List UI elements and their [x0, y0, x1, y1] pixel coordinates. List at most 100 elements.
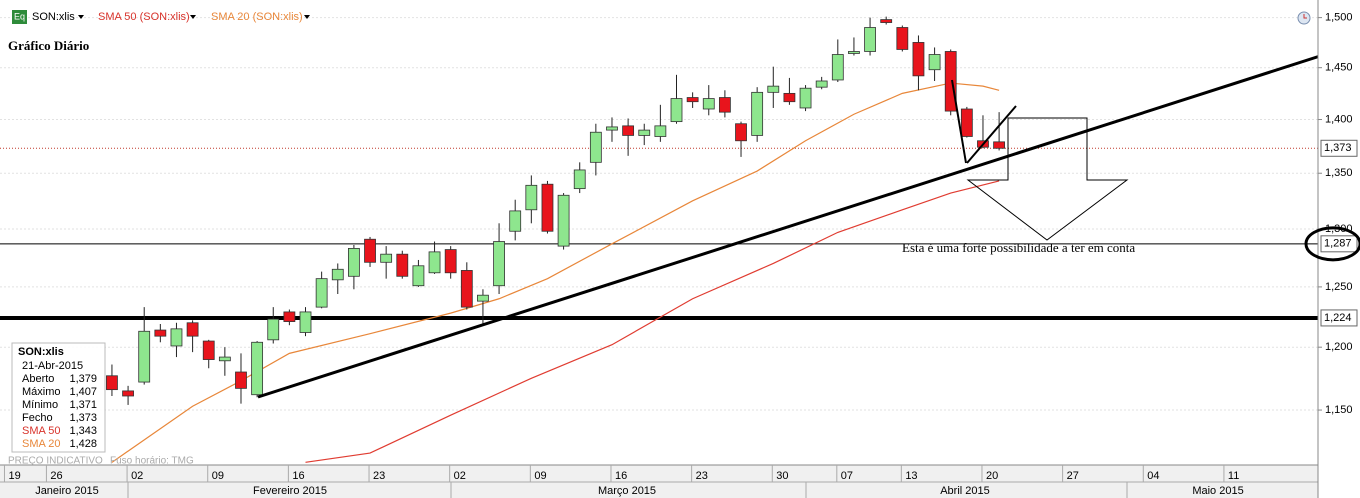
x-tick-label: 23 [696, 470, 708, 482]
candle-body [412, 265, 425, 287]
candle-body [944, 51, 957, 112]
candle-body [299, 311, 312, 333]
candle-body [283, 311, 296, 322]
candle-body [460, 270, 473, 308]
y-tick-label: 1,200 [1325, 341, 1353, 353]
candle-body [477, 294, 489, 302]
legend-entry[interactable]: SMA 50 (SON:xlis) [98, 11, 190, 23]
y-tick-label: 1,400 [1325, 113, 1353, 125]
info-symbol: SON:xlis [18, 346, 64, 358]
candle-body [493, 241, 505, 287]
candle-body [864, 27, 876, 52]
candle-body [573, 169, 586, 190]
legend-entry[interactable]: SMA 20 (SON:xlis) [211, 11, 303, 23]
candle-body [364, 238, 376, 263]
x-tick-label: 26 [50, 470, 62, 482]
plot-area [0, 16, 1318, 463]
x-tick-label: 23 [373, 470, 385, 482]
candle-body [993, 141, 1006, 149]
candle-body [138, 330, 151, 383]
info-value: 1,428 [69, 438, 97, 450]
price-label: 1,287 [1324, 238, 1352, 250]
candle-body [831, 54, 844, 81]
footer-note: PREÇO INDICATIVO [8, 456, 103, 467]
info-label: Fecho [22, 412, 53, 424]
icon[interactable] [12, 10, 27, 24]
candle-body [767, 85, 780, 93]
legend-symbol[interactable]: SON:xlis [32, 11, 75, 23]
candle-body [541, 183, 554, 232]
candle-body [525, 184, 538, 211]
candle-body [186, 322, 199, 337]
candle-body [783, 92, 796, 103]
info-value: 1,343 [69, 425, 97, 437]
candle-body [509, 210, 522, 232]
x-tick-label: 04 [1147, 470, 1159, 482]
info-value: 1,373 [69, 412, 97, 424]
candle-body [347, 248, 360, 277]
candle-body [718, 97, 731, 113]
dropdown-arrow[interactable] [78, 15, 84, 19]
candle-body [622, 125, 635, 136]
info-label: Máximo [22, 386, 61, 398]
candle-body [848, 51, 860, 54]
candle-body [702, 98, 715, 110]
candle-body [638, 129, 651, 136]
candle-body [557, 194, 570, 247]
month-label: Abril 2015 [940, 485, 990, 497]
candle-body [331, 268, 344, 281]
chart-title: Gráfico Diário [8, 38, 89, 53]
info-label: Mínimo [22, 399, 58, 411]
info-date: 21-Abr-2015 [22, 360, 83, 372]
annotation: Esta é uma forte possibilidade a ter em … [902, 240, 1135, 255]
candle-body [396, 253, 409, 277]
x-tick-label: 27 [1067, 470, 1079, 482]
price-label-box [1320, 139, 1358, 157]
dropdown-arrow[interactable] [190, 15, 196, 19]
x-tick-label: 09 [212, 470, 224, 482]
candle-body [960, 108, 973, 137]
candle-body [735, 123, 747, 142]
candle-body [896, 27, 909, 50]
x-tick-label: 02 [454, 470, 466, 482]
candle-body [251, 341, 264, 396]
dropdown-arrow[interactable] [304, 15, 310, 19]
candle-body [235, 371, 247, 389]
y-tick-label: 1,500 [1325, 12, 1353, 24]
info-label: SMA 20 [22, 438, 61, 450]
month-label: Maio 2015 [1192, 485, 1243, 497]
candle-body [315, 278, 328, 308]
candle-body [154, 329, 167, 337]
candle-body [799, 87, 812, 109]
price-label-box [1320, 235, 1358, 253]
info-label: Aberto [22, 373, 54, 385]
month-label: Fevereiro 2015 [253, 485, 327, 497]
price-label: 1,373 [1324, 142, 1352, 154]
x-tick-label: 13 [905, 470, 917, 482]
month-label: Janeiro 2015 [35, 485, 99, 497]
x-tick-label: 30 [776, 470, 788, 482]
candle-body [218, 356, 231, 362]
highlight-circle [1304, 226, 1360, 262]
candle-body [670, 98, 683, 123]
sma-line [305, 180, 1000, 463]
candle-body [428, 251, 441, 274]
y-tick-label: 1,150 [1325, 404, 1353, 416]
candle-body [606, 126, 618, 131]
candle-body [106, 375, 118, 391]
candle-body [267, 318, 280, 341]
y-tick-label: 1,450 [1325, 62, 1353, 74]
y-tick-label: 1,250 [1325, 281, 1353, 293]
candle-body [880, 19, 893, 23]
price-label: 1,224 [1324, 312, 1352, 324]
candle-body [122, 390, 134, 397]
candle-body [686, 97, 699, 103]
month-label: Março 2015 [598, 485, 656, 497]
candle-body [170, 328, 183, 347]
x-tick-label: 16 [292, 470, 304, 482]
candle-body [202, 340, 215, 360]
trend-line [951, 79, 967, 164]
info-box [11, 342, 106, 453]
